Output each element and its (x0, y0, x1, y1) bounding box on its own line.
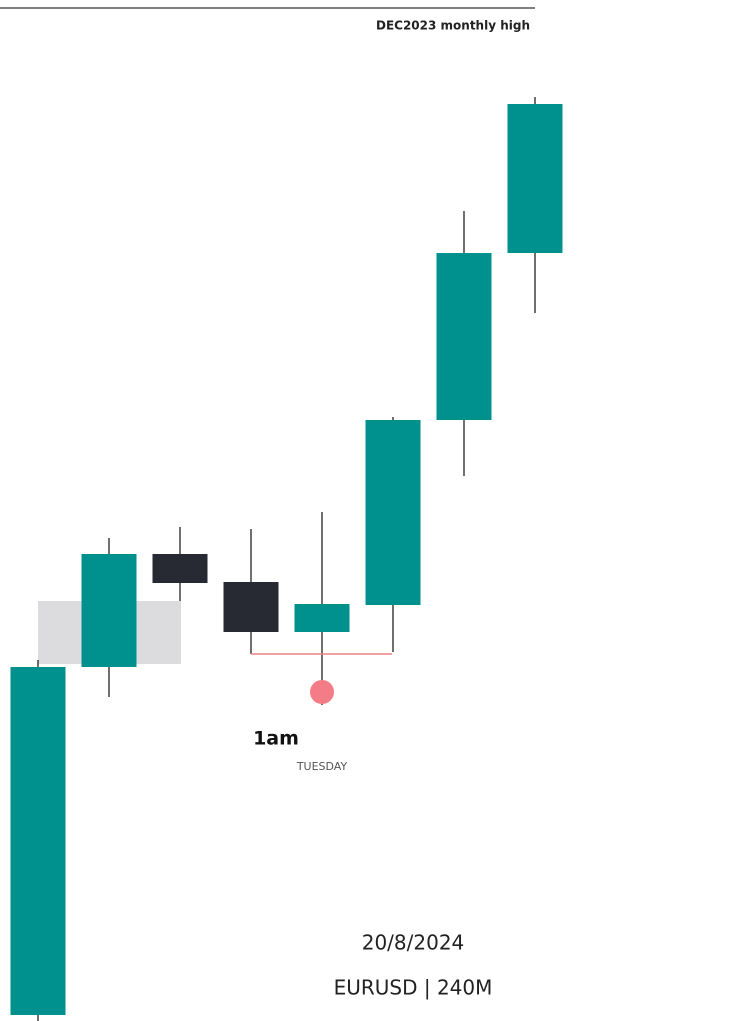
symbol-label: EURUSD | 240M (334, 976, 493, 1000)
date-label: 20/8/2024 (362, 931, 465, 955)
candle-body (436, 253, 492, 420)
candle-body (81, 554, 137, 667)
day-label: TUESDAY (296, 760, 348, 773)
candle-body (223, 582, 279, 632)
candle-body (294, 604, 350, 632)
candle-body (365, 420, 421, 605)
candle-body (507, 104, 563, 253)
level-label: DEC2023 monthly high (376, 19, 530, 33)
time-label: 1am (253, 728, 299, 750)
candles (10, 97, 563, 1021)
marker (310, 680, 334, 704)
candle-body (152, 554, 208, 583)
candle-body (10, 667, 66, 1015)
